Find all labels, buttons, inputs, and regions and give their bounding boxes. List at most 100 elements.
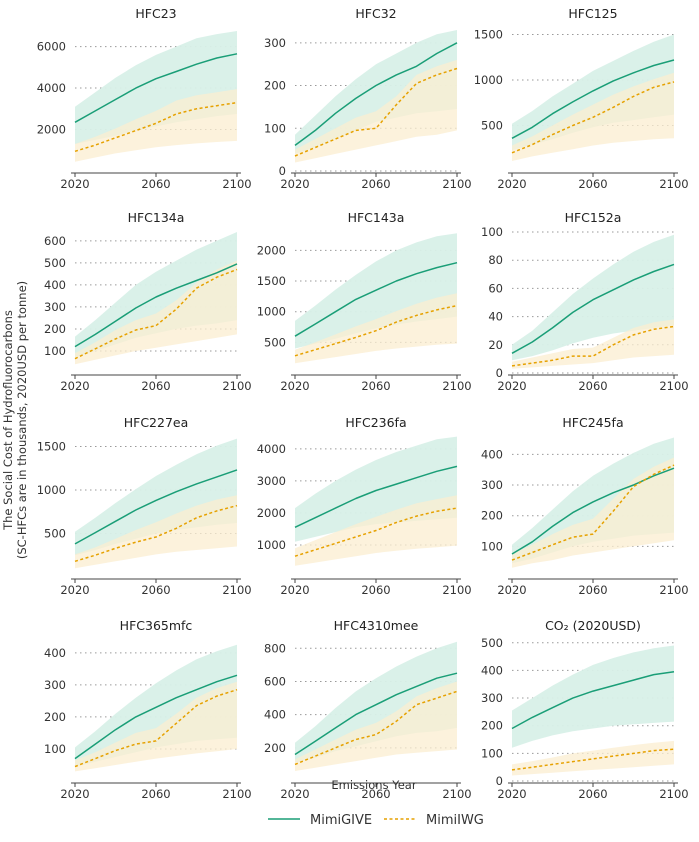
panel-hfc245fa: HFC245fa 100 200 300 400 2020 2060 2100 [481,415,689,597]
y-tick-label: 100 [481,539,503,553]
x-axis-label: Emissions Year [331,778,416,792]
y-tick-label: 0 [279,164,286,178]
y-tick-label: 100 [264,121,286,135]
line-mimiiwg [294,507,458,557]
y-tick-label: 300 [481,478,503,492]
y-tick-label: 1000 [474,73,503,87]
line-mimigive [74,674,238,760]
y-tick-label: 800 [264,641,286,655]
x-tick-label: 2020 [280,379,309,393]
y-tick-label: 3000 [257,474,286,488]
x-tick-label: 2060 [141,787,170,801]
x-tick-label: 2100 [442,583,471,597]
panel-hfc32-title: HFC32 [355,6,396,21]
panel-hfc125-title: HFC125 [568,6,617,21]
y-tick-label: 4000 [257,442,286,456]
x-tick-label: 2100 [659,379,688,393]
line-mimigive [511,263,675,354]
x-tick-label: 2060 [141,583,170,597]
band-mimiiwg [295,681,457,771]
y-axis-label-line2: (SC-HFCs are in thousands, 2020USD per t… [15,281,29,559]
y-tick-label: 500 [481,636,503,650]
y-tick-label: 400 [44,278,66,292]
y-tick-label: 300 [264,36,286,50]
line-mimigive [74,53,238,123]
x-tick-label: 2020 [497,379,526,393]
panel-hfc143a: HFC143a 500 1000 1500 2000 2020 2060 2100 [257,210,472,393]
y-tick-label: 1000 [257,538,286,552]
panel-hfc4310mee-title: HFC4310mee [334,618,419,633]
y-tick-label: 300 [481,691,503,705]
y-tick-label: 200 [264,79,286,93]
line-mimiiwg [511,81,675,154]
x-tick-label: 2060 [361,177,390,191]
x-tick-label: 2020 [60,379,89,393]
panel-co-2020usd-title: CO₂ (2020USD) [545,618,641,633]
panel-co-2020usd: CO₂ (2020USD) 0 100 200 300 400 500 2020 2060 210… [481,618,689,801]
panel-hfc125: HFC125 500 1000 1500 2020 2060 2100 [474,6,689,191]
y-tick-label: 200 [481,509,503,523]
x-tick-label: 2020 [60,787,89,801]
band-mimiiwg [512,740,674,776]
y-tick-label: 60 [488,281,503,295]
band-mimiiwg [75,89,237,162]
line-mimigive [294,42,458,147]
legend-label-mimigive: MimiGIVE [310,813,372,828]
y-tick-label: 100 [44,742,66,756]
line-mimiiwg [511,464,675,561]
y-tick-label: 2000 [257,506,286,520]
y-tick-label: 200 [44,710,66,724]
y-tick-label: 1000 [37,483,66,497]
panel-hfc227ea-title: HFC227ea [124,415,189,430]
y-tick-label: 80 [488,253,503,267]
legend: MimiGIVE MimiIWG [268,813,484,828]
y-tick-label: 400 [44,646,66,660]
line-mimiiwg [74,688,238,768]
x-tick-label: 2060 [141,177,170,191]
y-tick-label: 300 [44,300,66,314]
line-mimigive [74,263,238,348]
panel-hfc134a: HFC134a 100 200 300 400 500 600 2020 2060 2100 [44,210,252,393]
x-tick-label: 2100 [442,787,471,801]
y-tick-label: 100 [481,225,503,239]
line-mimiiwg [74,268,238,360]
line-mimigive [294,672,458,756]
y-tick-label: 400 [481,663,503,677]
y-tick-label: 1500 [474,28,503,42]
band-mimiiwg [295,59,457,163]
y-tick-label: 500 [264,335,286,349]
y-tick-label: 2000 [37,123,66,137]
y-tick-label: 500 [44,526,66,540]
x-tick-label: 2020 [497,583,526,597]
panel-hfc227ea: HFC227ea 500 1000 1500 2020 2060 2100 [37,415,252,597]
band-mimiiwg [512,319,674,369]
x-tick-label: 2060 [361,379,390,393]
x-tick-label: 2100 [222,379,251,393]
y-tick-label: 2000 [257,243,286,257]
band-mimigive [512,34,674,151]
line-mimigive [294,465,458,528]
band-mimigive [512,645,674,748]
band-mimiiwg [75,495,237,569]
band-mimiiwg [75,681,237,772]
panel-hfc365mfc: HFC365mfc 100 200 300 400 2020 2060 2100 [44,618,252,801]
x-tick-label: 2100 [222,177,251,191]
panel-hfc365mfc-title: HFC365mfc [120,618,193,633]
panel-hfc245fa-title: HFC245fa [562,415,623,430]
y-tick-label: 6000 [37,40,66,54]
x-tick-label: 2060 [578,787,607,801]
panel-hfc152a: HFC152a 0 20 40 60 80 100 2020 2060 2100 [481,210,689,393]
x-tick-label: 2020 [280,787,309,801]
panel-hfc23: HFC23 2000 4000 6000 2020 2060 2100 [37,6,252,191]
line-mimigive [511,671,675,730]
y-tick-label: 4000 [37,81,66,95]
y-tick-label: 400 [481,447,503,461]
x-tick-label: 2100 [222,583,251,597]
x-tick-label: 2060 [578,583,607,597]
line-mimigive [74,469,238,545]
legend-label-mimiiwg: MimiIWG [426,813,484,828]
x-tick-label: 2020 [280,177,309,191]
y-tick-label: 1000 [257,305,286,319]
panel-hfc23-title: HFC23 [135,6,176,21]
